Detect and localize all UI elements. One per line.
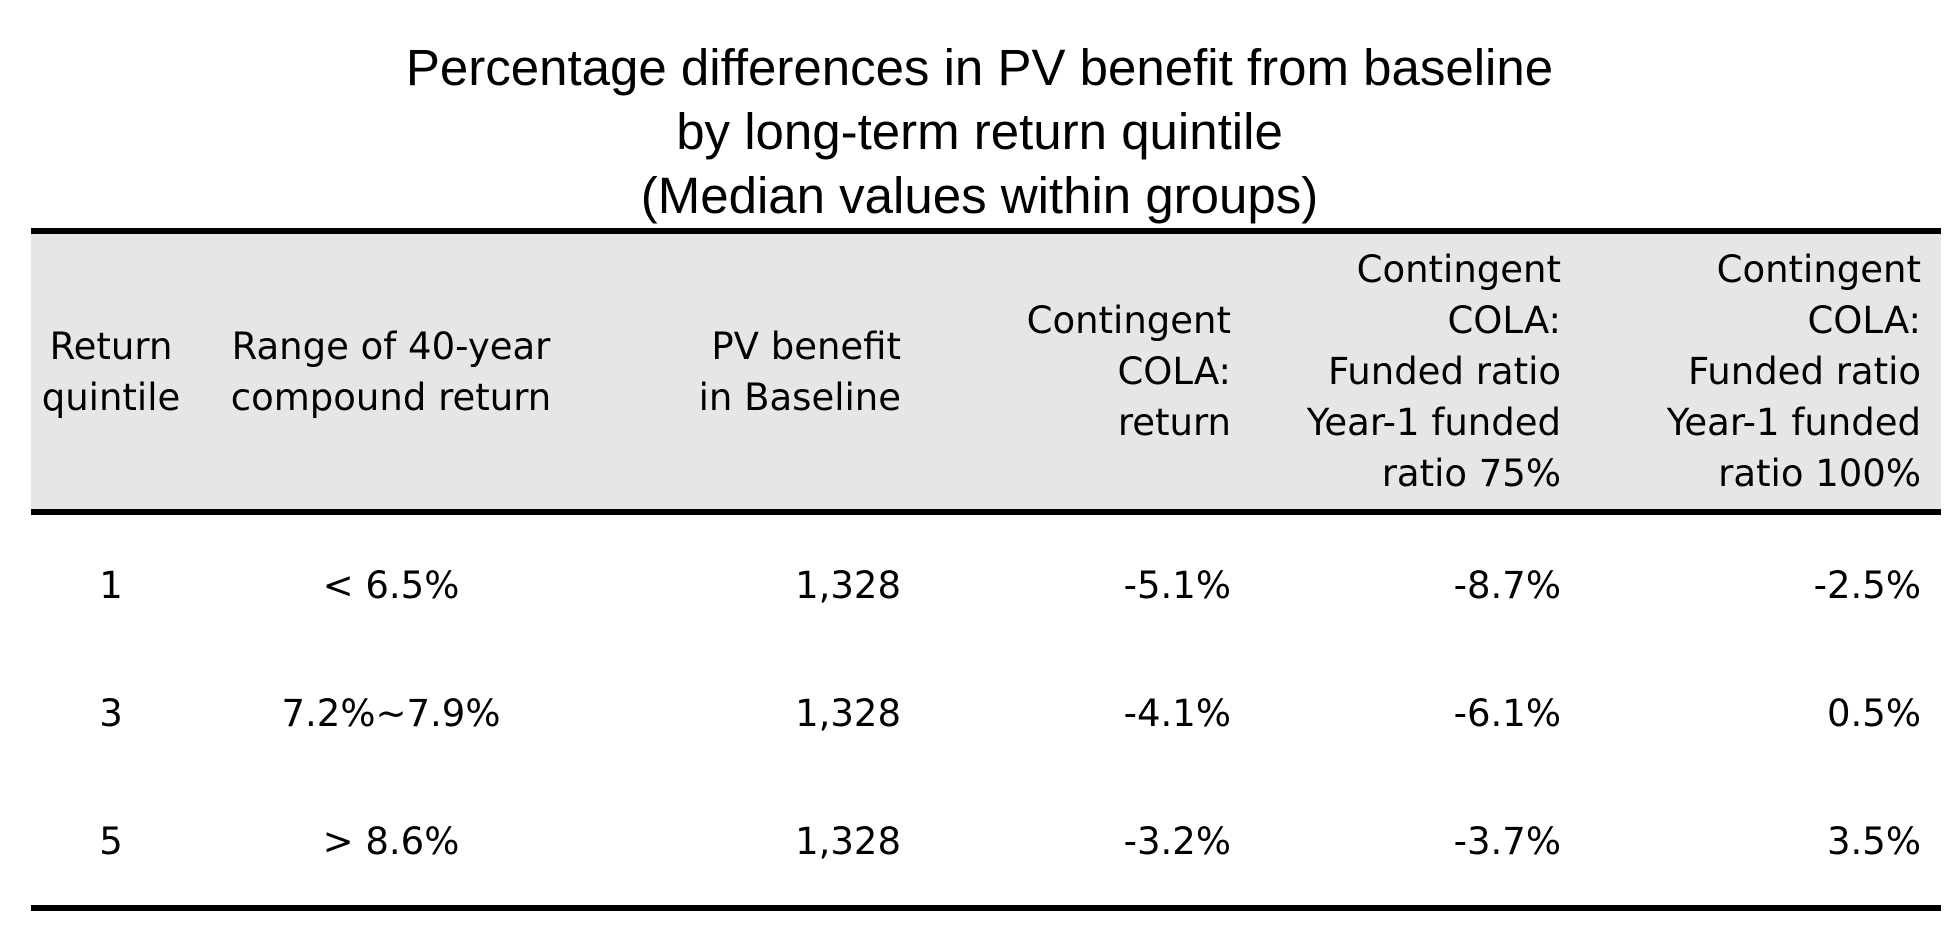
cell-return-range: > 8.6%: [211, 777, 591, 911]
header-return-quintile: Return quintile: [31, 228, 211, 515]
cell-contingent-cola-funded-75: -8.7%: [1453, 563, 1561, 607]
cell-return-range: < 6.5%: [322, 563, 460, 607]
results-table: Return quintile Range of 40-year compoun…: [31, 228, 1941, 911]
cell-return-quintile: 1: [99, 563, 123, 607]
cell-contingent-cola-funded-75: -6.1%: [1453, 691, 1561, 735]
cell-return-quintile: 3: [99, 691, 123, 735]
header-contingent-cola-funded-100: Contingent COLA: Funded ratio Year-1 fun…: [1581, 228, 1941, 515]
results-table-container: Return quintile Range of 40-year compoun…: [31, 228, 1941, 911]
cell-pv-benefit-baseline: 1,328: [795, 563, 901, 607]
cell-pv-benefit-baseline: 1,328: [591, 777, 921, 911]
cell-contingent-cola-return: -5.1%: [1123, 563, 1231, 607]
cell-return-range: 7.2%~7.9%: [281, 691, 501, 735]
cell-pv-benefit-baseline: 1,328: [795, 691, 901, 735]
header-contingent-cola-funded-75: Contingent COLA: Funded ratio Year-1 fun…: [1251, 228, 1581, 515]
cell-return-quintile: 5: [31, 777, 211, 911]
title-line-3: (Median values within groups): [640, 167, 1319, 224]
table-row: 5 > 8.6% 1,328 -3.2% -3.7% 3.5%: [31, 777, 1941, 911]
cell-contingent-cola-return: -3.2%: [921, 777, 1251, 911]
table-title: Percentage differences in PV benefit fro…: [0, 36, 1959, 228]
title-line-2: by long-term return quintile: [676, 103, 1283, 160]
table-body: 1 < 6.5% 1,328 -5.1% -8.7% -2.5% 3 7.2%~…: [31, 512, 1941, 911]
title-line-1: Percentage differences in PV benefit fro…: [405, 39, 1554, 96]
table-header: Return quintile Range of 40-year compoun…: [31, 228, 1941, 515]
cell-contingent-cola-funded-100: 3.5%: [1581, 777, 1941, 911]
header-row: Return quintile Range of 40-year compoun…: [31, 228, 1941, 515]
header-pv-benefit-baseline: PV benefit in Baseline: [591, 228, 921, 515]
header-return-range: Range of 40-year compound return: [211, 228, 591, 515]
cell-contingent-cola-funded-100: 0.5%: [1827, 691, 1921, 735]
header-contingent-cola-return: Contingent COLA: return: [921, 228, 1251, 515]
cell-contingent-cola-funded-100: -2.5%: [1813, 563, 1921, 607]
cell-contingent-cola-return: -4.1%: [1123, 691, 1231, 735]
table-row: 1 < 6.5% 1,328 -5.1% -8.7% -2.5%: [31, 512, 1941, 649]
cell-contingent-cola-funded-75: -3.7%: [1251, 777, 1581, 911]
table-row: 3 7.2%~7.9% 1,328 -4.1% -6.1% 0.5%: [31, 649, 1941, 777]
